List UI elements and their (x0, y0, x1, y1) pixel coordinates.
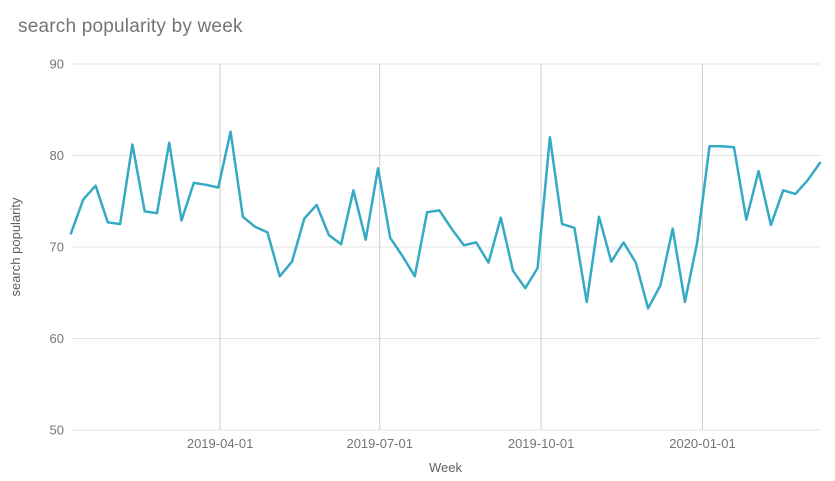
y-tick-label: 50 (50, 423, 64, 438)
gridlines (71, 63, 820, 431)
x-tick-label: 2019-04-01 (187, 436, 254, 451)
y-tick-label: 90 (50, 57, 64, 72)
y-tick-label: 70 (50, 240, 64, 255)
x-tick-label: 2020-01-01 (669, 436, 736, 451)
tick-labels: 90 80 70 60 50 2019-04-01 2019-07-01 2019-10-01… (50, 57, 736, 452)
chart-title: search popularity by week (18, 16, 243, 37)
y-tick-label: 80 (50, 148, 64, 163)
y-axis-title: search popularity (8, 197, 23, 296)
x-tick-label: 2019-10-01 (508, 436, 575, 451)
x-axis-title: Week (429, 460, 462, 475)
y-tick-label: 60 (50, 331, 64, 346)
x-tick-label: 2019-07-01 (346, 436, 413, 451)
series-line (69, 130, 822, 310)
